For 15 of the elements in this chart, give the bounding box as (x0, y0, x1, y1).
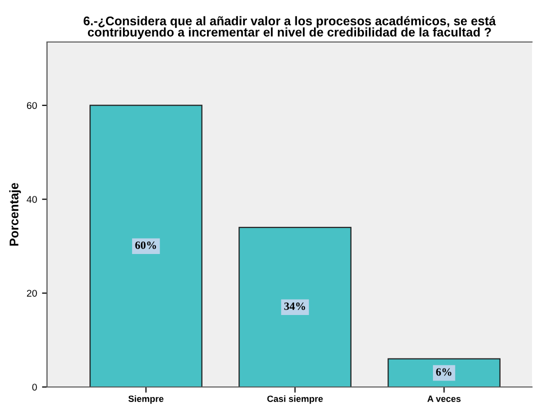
x-tick-label: A veces (427, 396, 461, 402)
y-tick-label: 40 (26, 196, 37, 203)
y-tick-label: 20 (26, 290, 37, 297)
y-tick-label: 0 (32, 384, 37, 391)
bar (388, 358, 501, 387)
bar (90, 104, 202, 387)
data-label: 34% (284, 302, 306, 310)
y-tick-label: 60 (26, 102, 37, 109)
x-tick-label: Casi siempre (267, 395, 323, 404)
x-tick-label: Siempre (128, 395, 164, 404)
y-axis-title: Porcentaje (9, 182, 21, 246)
data-label: 60% (135, 241, 156, 249)
chart-title: 6.-¿Considera que al añadir valor a los procesos académicos, se está contribuyendo a incrementar el nivel de credibilidad de la facultad ? (84, 16, 496, 40)
data-label: 6% (436, 368, 452, 376)
bar (238, 226, 352, 387)
